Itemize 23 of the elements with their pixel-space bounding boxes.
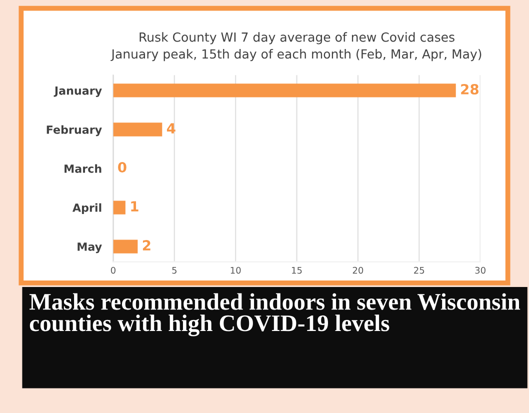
y-tick-label: January <box>54 86 102 98</box>
data-label: 0 <box>118 162 126 173</box>
bar <box>113 122 162 136</box>
x-tick-label: 20 <box>352 266 364 274</box>
chart-title: Rusk County WI 7 day average of new Covid cases January peak, 15th day of each month (Feb, Mar, Apr, May) <box>110 32 482 62</box>
data-label: 28 <box>461 84 478 95</box>
x-tick-label: 25 <box>414 266 424 274</box>
data-label: 4 <box>166 123 176 134</box>
data-label: 1 <box>131 201 138 212</box>
y-tick-label: March <box>64 164 102 173</box>
y-tick-label: April <box>72 203 102 214</box>
x-tick-label: 0 <box>110 266 116 274</box>
y-tick-label: February <box>46 125 102 136</box>
text: Masks recommended indoors in seven Wisconsin counties with high COVID-19 levels <box>29 293 520 336</box>
bar <box>113 84 456 98</box>
x-tick-label: 10 <box>230 266 241 274</box>
x-tick-label: 15 <box>292 266 302 274</box>
data-label: 2 <box>142 240 150 250</box>
bar <box>113 200 126 214</box>
x-tick-label: 30 <box>475 266 486 274</box>
x-tick-label: 5 <box>172 266 176 274</box>
bar <box>113 240 138 254</box>
y-tick-label: May <box>78 242 102 254</box>
